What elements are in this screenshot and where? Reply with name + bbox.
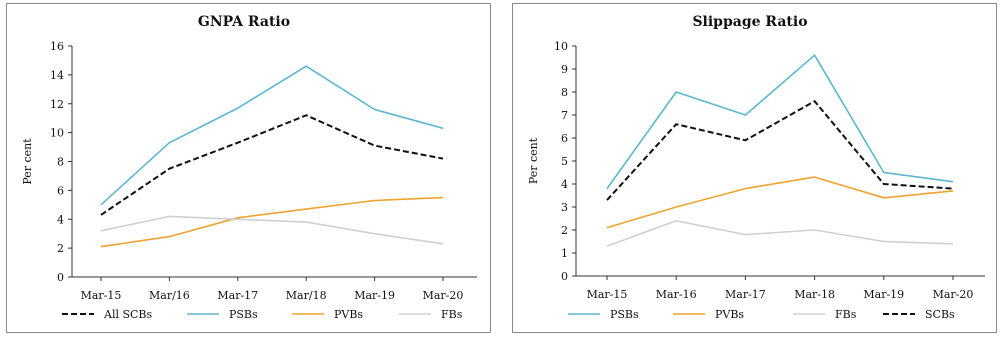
y-tick-label: 9 bbox=[561, 63, 568, 76]
legend-label: SCBs bbox=[925, 308, 955, 321]
y-tick-label: 12 bbox=[50, 98, 64, 111]
x-tick-label: Mar-15 bbox=[81, 289, 122, 302]
y-tick-label: 6 bbox=[561, 132, 568, 145]
gnpa-ratio-chart: GNPA Ratio 0 2 4 6 8 10 12 14 16 Mar-15 Mar/16 Mar-1… bbox=[21, 14, 477, 321]
y-tick-label: 2 bbox=[561, 224, 568, 237]
y-tick-label: 1 bbox=[561, 247, 568, 260]
y-tick-label: 3 bbox=[561, 201, 568, 214]
y-axis-label: Per cent bbox=[21, 138, 34, 185]
series-line-pvbs bbox=[606, 176, 954, 229]
series-line-psbs bbox=[606, 54, 954, 190]
x-tick-label: Mar-20 bbox=[423, 289, 464, 302]
y-tick-label: 4 bbox=[57, 213, 64, 226]
y-tick-label: 8 bbox=[561, 86, 568, 99]
legend-label: FBs bbox=[835, 308, 857, 321]
x-tick-label: Mar-19 bbox=[863, 288, 904, 301]
legend-label: All SCBs bbox=[103, 308, 153, 321]
series-line-scbs bbox=[606, 100, 954, 201]
legend-label: PVBs bbox=[715, 308, 744, 321]
y-tick-label: 16 bbox=[50, 40, 64, 53]
y-tick-label: 5 bbox=[561, 155, 568, 168]
y-axis-label: Per cent bbox=[527, 137, 540, 184]
x-tick-label: Mar-17 bbox=[725, 288, 766, 301]
y-tick-label: 6 bbox=[57, 184, 64, 197]
series-line-fbs bbox=[100, 215, 444, 245]
x-tick-label: Mar-16 bbox=[656, 288, 697, 301]
y-tick-label: 10 bbox=[554, 40, 568, 53]
series-line-psbs bbox=[100, 65, 444, 206]
y-tick-label: 4 bbox=[561, 178, 568, 191]
x-tick-label: Mar-15 bbox=[587, 288, 628, 301]
chart-title: GNPA Ratio bbox=[198, 14, 290, 30]
x-tick-label: Mar-19 bbox=[354, 289, 395, 302]
x-tick-label: Mar/16 bbox=[149, 289, 190, 302]
series-line-pvbs bbox=[100, 196, 444, 248]
series-line-all-scbs bbox=[100, 114, 444, 216]
y-tick-label: 2 bbox=[57, 242, 64, 255]
legend-label: PSBs bbox=[610, 308, 639, 321]
x-tick-label: Mar-18 bbox=[794, 288, 835, 301]
y-tick-label: 7 bbox=[561, 109, 568, 122]
y-tick-label: 14 bbox=[50, 69, 64, 82]
slippage-chart-panel: Slippage Ratio 0 1 2 3 4 5 6 7 8 9 10 Mar-15 Mar-16 Ma… bbox=[512, 3, 997, 333]
y-tick-label: 0 bbox=[57, 271, 64, 284]
legend-label: FBs bbox=[441, 308, 463, 321]
series-line-fbs bbox=[606, 220, 954, 247]
y-tick-label: 10 bbox=[50, 127, 64, 140]
chart-title: Slippage Ratio bbox=[692, 14, 807, 30]
chart-legend: PSBs PVBs FBs SCBs bbox=[568, 308, 955, 321]
legend-label: PSBs bbox=[229, 308, 258, 321]
y-tick-label: 8 bbox=[57, 156, 64, 169]
x-tick-label: Mar/18 bbox=[286, 289, 327, 302]
chart-legend: All SCBs PSBs PVBs FBs bbox=[62, 308, 463, 321]
x-tick-label: Mar-20 bbox=[933, 288, 974, 301]
x-tick-label: Mar-17 bbox=[217, 289, 258, 302]
y-tick-label: 0 bbox=[561, 270, 568, 283]
gnpa-chart-panel: GNPA Ratio 0 2 4 6 8 10 12 14 16 Mar-15 Mar/16 Mar-1… bbox=[6, 3, 491, 333]
legend-label: PVBs bbox=[334, 308, 363, 321]
slippage-ratio-chart: Slippage Ratio 0 1 2 3 4 5 6 7 8 9 10 Mar-15 Mar-16 Ma… bbox=[527, 14, 985, 321]
